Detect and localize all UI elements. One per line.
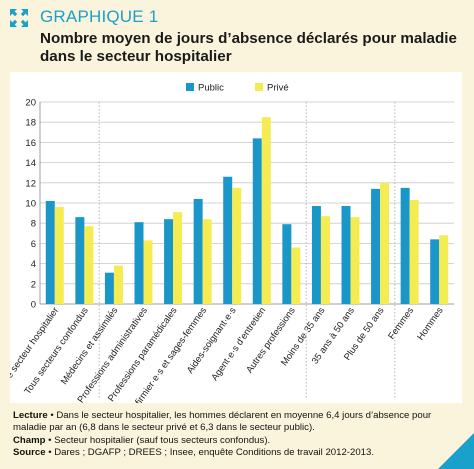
bar-prive (202, 219, 212, 304)
y-tick-label: 8 (31, 219, 36, 230)
expand-icon (10, 9, 28, 27)
bar-prive (320, 216, 330, 304)
bar-public (104, 272, 114, 304)
y-tick-label: 14 (25, 158, 36, 169)
bar-public (341, 206, 351, 304)
bar-prive (84, 226, 94, 304)
bar-public (193, 198, 203, 304)
legend-swatch-prive (255, 83, 263, 91)
bar-public (282, 224, 292, 304)
y-tick-label: 16 (25, 138, 36, 149)
bar-public (134, 222, 144, 304)
y-tick-label: 18 (25, 118, 36, 129)
note-source-label: Source (13, 446, 46, 458)
chart-panel: 0 2 4 6 8 10 12 14 16 18 20 Ensemble secteur hospit… (10, 72, 462, 403)
bar-prive (143, 240, 153, 304)
graphique-label: GRAPHIQUE 1 (40, 7, 159, 26)
bar-public (223, 176, 233, 304)
note-champ-label: Champ (13, 434, 46, 446)
x-tick-label: Femmes (385, 305, 415, 341)
y-tick-label: 20 (25, 98, 36, 109)
bar-prive (409, 199, 419, 304)
legend-swatch-public (186, 83, 194, 91)
chart-title: Nombre moyen de jours d’absence déclarés… (40, 30, 460, 66)
y-tick-label: 4 (31, 259, 36, 270)
note-source: Source • Dares ; DGAFP ; DREES ; Insee, … (13, 447, 465, 459)
x-tick-label: Médecins et assimilés (58, 305, 120, 387)
note-lecture-label: Lecture (13, 410, 48, 421)
chart-title-line-1: Nombre moyen de jours d’absence déclarés… (40, 30, 457, 47)
bar-public (400, 187, 410, 304)
note-champ: Champ • Secteur hospitalier (sauf tous s… (13, 435, 465, 447)
bar-prive (261, 117, 271, 305)
corner-decoration (438, 433, 474, 469)
y-tick-label: 6 (31, 239, 36, 250)
y-tick-label: 10 (25, 199, 36, 210)
chart-notes: Lecture • Dans le secteur hospitalier, l… (13, 410, 465, 459)
y-tick-label: 0 (31, 300, 36, 311)
note-source-text: • Dares ; DGAFP ; DREES ; Insee, enquête… (45, 446, 375, 458)
bar-public (164, 219, 174, 304)
y-tick-label: 12 (25, 178, 36, 189)
bar-public (75, 217, 85, 304)
note-lecture-text: • Dans le secteur hospitalier, les homme… (13, 410, 432, 434)
legend-label-prive: Privé (267, 83, 289, 94)
bar-public (371, 188, 381, 304)
chart-title-line-2: dans le secteur hospitalier (40, 48, 232, 65)
x-tick-label: Hommes (414, 305, 445, 342)
bar-prive (173, 212, 183, 304)
note-champ-text: • Secteur hospitalier (sauf tous secteur… (45, 434, 271, 446)
bar-prive (232, 187, 242, 304)
bar-prive (380, 182, 390, 304)
bar-public (45, 200, 55, 304)
bar-prive (291, 247, 301, 304)
bar-prive (54, 207, 64, 304)
bar-prive (113, 265, 123, 304)
note-lecture: Lecture • Dans le secteur hospitalier, l… (13, 410, 465, 435)
bar-public (430, 239, 440, 304)
x-tick-label: Agent·e·s d’entretien (208, 305, 267, 383)
legend-label-public: Public (198, 83, 224, 94)
bar-public (252, 138, 262, 304)
bar-prive (350, 217, 360, 304)
bar-public (311, 206, 321, 304)
y-tick-label: 2 (31, 279, 36, 290)
bar-prive (439, 235, 449, 304)
